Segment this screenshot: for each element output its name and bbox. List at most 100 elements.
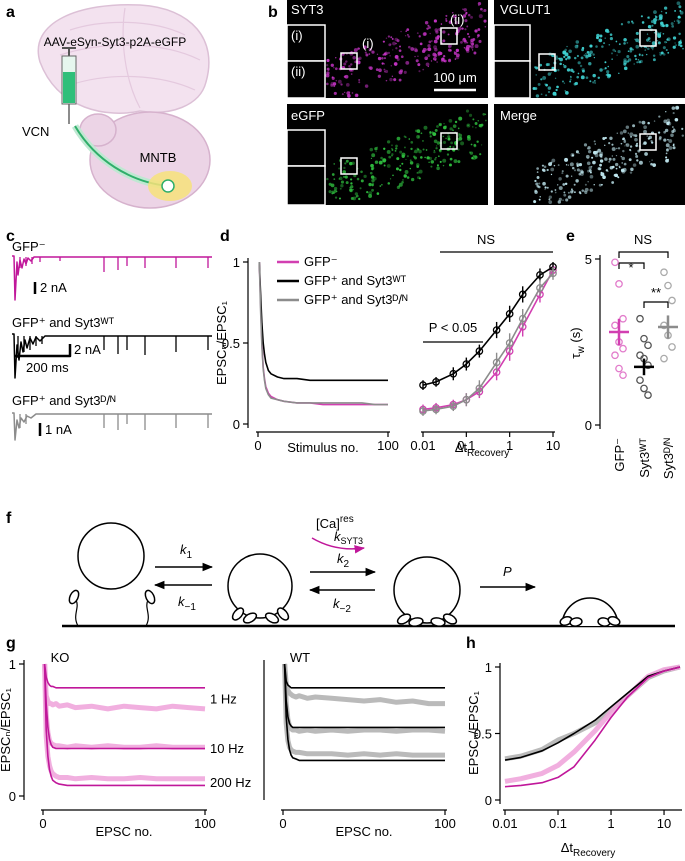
speckle bbox=[330, 63, 334, 67]
speckle bbox=[632, 163, 637, 167]
speckle bbox=[356, 177, 360, 181]
speckle bbox=[333, 189, 337, 193]
speckle bbox=[563, 193, 567, 197]
scale-bar-label: 100 μm bbox=[433, 70, 477, 85]
x-tick-label: 10 bbox=[546, 438, 560, 453]
speckle bbox=[396, 157, 400, 161]
speckle bbox=[404, 35, 407, 37]
speckle bbox=[672, 36, 677, 40]
speckle bbox=[575, 150, 579, 154]
speckle bbox=[592, 81, 595, 84]
speckle bbox=[475, 127, 477, 129]
speckle bbox=[569, 80, 572, 83]
speckle bbox=[467, 13, 471, 17]
speckle bbox=[425, 48, 429, 51]
speckle bbox=[403, 174, 407, 178]
speckle bbox=[577, 61, 581, 65]
speckle bbox=[598, 183, 602, 187]
speckle bbox=[542, 181, 546, 186]
speckle bbox=[625, 143, 630, 147]
data-point bbox=[660, 268, 668, 277]
speckle bbox=[472, 38, 476, 41]
speckle bbox=[380, 156, 383, 160]
speckle bbox=[400, 30, 402, 33]
speckle bbox=[652, 58, 656, 62]
speckle bbox=[452, 129, 454, 132]
speckle bbox=[563, 65, 567, 69]
inset-label: (ii) bbox=[291, 64, 305, 79]
speckle bbox=[457, 127, 460, 130]
speckle bbox=[345, 60, 348, 63]
speckle bbox=[671, 126, 674, 128]
speckle bbox=[472, 155, 475, 158]
speckle bbox=[626, 42, 629, 44]
speckle bbox=[566, 45, 568, 48]
speckle bbox=[533, 200, 535, 202]
speckle bbox=[564, 157, 569, 162]
speckle bbox=[567, 164, 569, 166]
speckle bbox=[665, 152, 668, 155]
label-part: EPSCₙ/EPSC₁ bbox=[0, 687, 13, 772]
data-point bbox=[611, 258, 619, 267]
speckle bbox=[598, 38, 603, 43]
speckle bbox=[399, 168, 402, 172]
speckle bbox=[599, 163, 602, 167]
speckle bbox=[628, 158, 632, 162]
speckle bbox=[580, 75, 585, 80]
speckle bbox=[470, 45, 474, 49]
speckle bbox=[452, 124, 457, 128]
speckle bbox=[449, 145, 452, 148]
speckle bbox=[408, 138, 411, 140]
speckle bbox=[681, 134, 685, 137]
speckle bbox=[343, 75, 347, 78]
speckle bbox=[356, 194, 359, 198]
speckle bbox=[589, 80, 592, 83]
inset-label: (i) bbox=[291, 28, 303, 43]
speckle bbox=[657, 41, 661, 45]
speckle bbox=[396, 185, 400, 189]
speckle bbox=[328, 190, 332, 194]
data-point bbox=[619, 314, 627, 323]
speckle bbox=[670, 22, 674, 26]
speckle bbox=[382, 158, 387, 163]
speckle bbox=[594, 153, 599, 158]
speckle bbox=[435, 30, 439, 34]
speckle bbox=[618, 43, 621, 46]
speckle bbox=[374, 147, 378, 151]
speckle bbox=[600, 171, 603, 174]
speckle bbox=[410, 140, 414, 144]
speckle bbox=[433, 56, 437, 61]
data-point bbox=[419, 407, 427, 415]
speckle bbox=[604, 37, 606, 39]
speckle bbox=[383, 63, 385, 65]
data-point bbox=[492, 358, 501, 367]
speckle bbox=[665, 143, 670, 148]
speckle bbox=[404, 146, 406, 149]
speckle bbox=[567, 191, 570, 194]
speckle bbox=[479, 124, 483, 128]
x-tick-label: Syt3ᵂᵀ bbox=[637, 438, 652, 478]
speckle bbox=[664, 40, 667, 44]
speckle bbox=[447, 59, 452, 63]
speckle bbox=[651, 159, 653, 161]
speckle bbox=[381, 62, 384, 65]
speckle bbox=[567, 195, 572, 199]
speckle bbox=[608, 43, 611, 46]
speckle bbox=[652, 54, 656, 57]
speckle bbox=[538, 185, 541, 189]
speckle bbox=[644, 49, 647, 51]
speckle bbox=[599, 153, 603, 158]
y-tick-label: 1 bbox=[9, 657, 16, 672]
speckle bbox=[587, 180, 589, 183]
data-band bbox=[504, 664, 681, 762]
speckle bbox=[428, 161, 430, 163]
panel-label: e bbox=[566, 228, 575, 245]
speckle bbox=[645, 53, 648, 56]
label-part: w bbox=[576, 345, 587, 354]
scale-bar-label: 200 ms bbox=[26, 360, 69, 375]
series-label: 10 Hz bbox=[210, 741, 244, 756]
speckle bbox=[621, 169, 626, 174]
x-axis-label: EPSC no. bbox=[335, 824, 392, 839]
speckle bbox=[345, 181, 349, 185]
